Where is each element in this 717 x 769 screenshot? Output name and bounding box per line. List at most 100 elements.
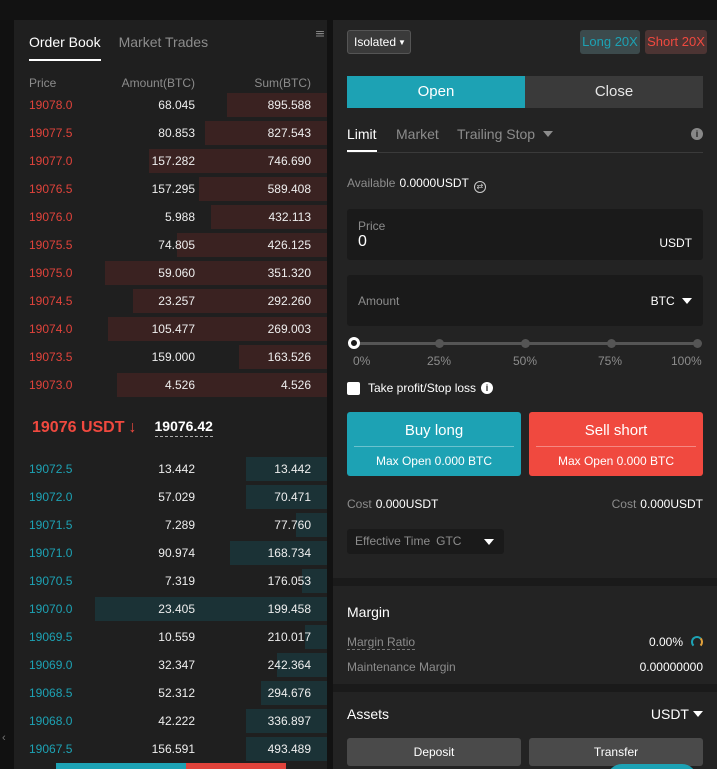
slider-stop-75[interactable]: [607, 339, 616, 348]
tab-limit[interactable]: Limit: [347, 126, 377, 152]
list-icon[interactable]: ≡: [317, 26, 325, 41]
price-input[interactable]: Price 0 USDT: [347, 209, 703, 260]
last-price-row: 19076 USDT ↓ 19076.42: [32, 418, 213, 437]
row-price: 19067.5: [29, 742, 73, 756]
long-leverage-button[interactable]: Long 20X: [580, 30, 640, 54]
amount-unit-select[interactable]: BTC: [651, 294, 692, 308]
bid-row[interactable]: 19072.0 57.029 70.471: [14, 483, 327, 511]
margin-ratio-label[interactable]: Margin Ratio: [347, 635, 416, 650]
tab-market[interactable]: Market: [396, 126, 439, 142]
row-price: 19074.0: [29, 322, 73, 336]
depth-bar: [246, 485, 327, 509]
row-amount: 32.347: [158, 658, 195, 672]
bid-row[interactable]: 19072.5 13.442 13.442: [14, 455, 327, 483]
slider-stop-100[interactable]: [693, 339, 702, 348]
tick-label: 25%: [427, 354, 452, 368]
depth-bar: [177, 233, 327, 257]
swap-icon[interactable]: ⇄: [473, 181, 486, 193]
amount-slider[interactable]: [348, 337, 702, 349]
row-amount: 13.442: [158, 462, 195, 476]
ask-row[interactable]: 19078.0 68.045 895.588: [14, 91, 327, 119]
amount-input[interactable]: Amount BTC: [347, 275, 703, 326]
ask-row[interactable]: 19077.5 80.853 827.543: [14, 119, 327, 147]
cost-label: Cost: [611, 497, 637, 511]
tpsl-checkbox[interactable]: [347, 381, 360, 395]
row-amount: 157.295: [151, 182, 195, 196]
ask-row[interactable]: 19076.5 157.295 589.408: [14, 175, 327, 203]
ask-row[interactable]: 19074.5 23.257 292.260: [14, 287, 327, 315]
panel-divider[interactable]: ≡: [317, 20, 333, 769]
transfer-button[interactable]: Transfer: [529, 738, 703, 766]
info-icon[interactable]: i: [481, 382, 494, 394]
buy-long-button[interactable]: Buy long Max Open 0.000 BTC: [347, 412, 521, 476]
depth-bar: [305, 625, 327, 649]
depth-bar: [149, 149, 327, 173]
slider-stop-25[interactable]: [435, 339, 444, 348]
ask-row[interactable]: 19077.0 157.282 746.690: [14, 147, 327, 175]
floating-action-button[interactable]: [607, 764, 697, 769]
margin-ratio-value-wrap: 0.00%: [649, 635, 703, 649]
bid-row[interactable]: 19068.0 42.222 336.897: [14, 707, 327, 735]
caret-down-icon: [484, 539, 494, 545]
ask-row[interactable]: 19076.0 5.988 432.113: [14, 203, 327, 231]
buy-max-open: Max Open 0.000 BTC: [375, 454, 493, 468]
bid-row[interactable]: 19070.5 7.319 176.053: [14, 567, 327, 595]
order-book-header: Price Amount(BTC) Sum(BTC): [14, 76, 327, 90]
bid-row[interactable]: 19071.0 90.974 168.734: [14, 539, 327, 567]
tab-trailing-stop-label: Trailing Stop: [457, 126, 536, 142]
slider-handle[interactable]: [348, 337, 360, 349]
close-tab[interactable]: Close: [525, 76, 703, 108]
bid-row[interactable]: 19069.0 32.347 242.364: [14, 651, 327, 679]
deposit-button[interactable]: Deposit: [347, 738, 521, 766]
info-icon[interactable]: i: [691, 128, 703, 140]
bid-row[interactable]: 19069.5 10.559 210.017: [14, 623, 327, 651]
maintenance-margin-row: Maintenance Margin 0.00000000: [347, 660, 703, 674]
row-sum: 493.489: [267, 742, 311, 756]
bid-row[interactable]: 19070.0 23.405 199.458: [14, 595, 327, 623]
row-sum: 77.760: [274, 518, 311, 532]
trade-panel: Isolated ▼ Long 20X Short 20X Open Close …: [333, 20, 717, 769]
ask-row[interactable]: 19073.5 159.000 163.526: [14, 343, 327, 371]
row-sum: 294.676: [267, 686, 311, 700]
bid-row[interactable]: 19067.5 156.591 493.489: [14, 735, 327, 763]
row-sum: 242.364: [267, 658, 311, 672]
row-sum: 199.458: [267, 602, 311, 616]
depth-bar: [108, 317, 327, 341]
row-sum: 4.526: [280, 378, 311, 392]
row-amount: 52.312: [158, 686, 195, 700]
row-sum: 292.260: [267, 294, 311, 308]
section-divider: [333, 578, 717, 586]
depth-bar: [211, 205, 327, 229]
row-amount: 157.282: [151, 154, 195, 168]
effective-time-select[interactable]: Effective Time GTC: [347, 529, 504, 554]
assets-currency-select[interactable]: USDT: [651, 706, 703, 722]
ask-row[interactable]: 19074.0 105.477 269.003: [14, 315, 327, 343]
row-amount: 23.257: [158, 294, 195, 308]
divider: [536, 446, 696, 447]
ask-row[interactable]: 19075.5 74.805 426.125: [14, 231, 327, 259]
tab-trailing-stop[interactable]: Trailing Stop: [457, 126, 553, 142]
bid-row[interactable]: 19071.5 7.289 77.760: [14, 511, 327, 539]
list-icon[interactable]: ≡: [315, 26, 323, 41]
bid-rows: 19072.5 13.442 13.442 19072.0 57.029 70.471 19…: [14, 455, 327, 763]
short-leverage-button[interactable]: Short 20X: [645, 30, 707, 54]
sell-short-button[interactable]: Sell short Max Open 0.000 BTC: [529, 412, 703, 476]
price-value[interactable]: 0: [358, 233, 367, 250]
effective-time-value: GTC: [436, 534, 462, 548]
margin-ratio-value: 0.00%: [648, 635, 683, 649]
row-price: 19075.0: [29, 266, 73, 280]
mark-price[interactable]: 19076.42: [154, 418, 213, 437]
bid-row[interactable]: 19068.5 52.312 294.676: [14, 679, 327, 707]
row-price: 19071.5: [29, 518, 73, 532]
row-price: 19078.0: [29, 98, 73, 112]
collapse-arrow-icon[interactable]: ‹: [2, 732, 6, 744]
margin-mode-select[interactable]: Isolated ▼: [347, 30, 411, 54]
ask-row[interactable]: 19075.0 59.060 351.320: [14, 259, 327, 287]
amount-unit: BTC: [650, 294, 675, 308]
slider-stop-50[interactable]: [521, 339, 530, 348]
ask-row[interactable]: 19073.0 4.526 4.526: [14, 371, 327, 399]
tab-order-book[interactable]: Order Book: [29, 34, 101, 61]
row-sum: 13.442: [274, 462, 311, 476]
open-tab[interactable]: Open: [347, 76, 525, 108]
tab-market-trades[interactable]: Market Trades: [118, 34, 209, 50]
